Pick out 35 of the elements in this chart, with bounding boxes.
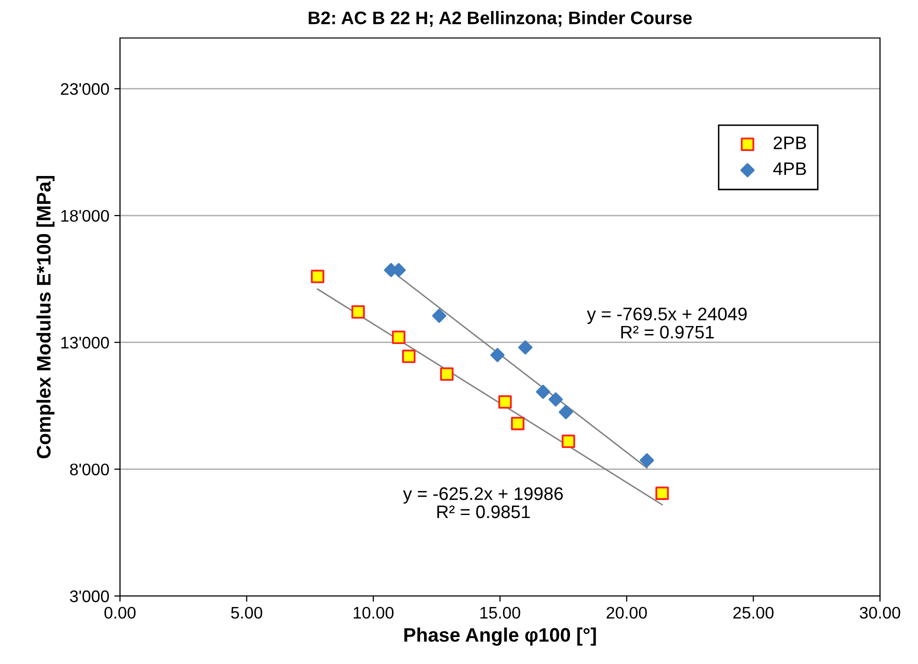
x-tick-label: 15.00 [480,606,520,619]
point [558,405,573,420]
x-axis-title: Phase Angle φ100 [°] [404,628,596,646]
point [392,330,406,344]
y-axis-title: Complex Modulus E*100 [MPa] [36,176,55,458]
annotation: y = -769.5x + 24049 R² = 0.9751 [586,308,747,339]
point [518,340,532,355]
point [536,384,550,399]
point [498,395,512,409]
x-tick-label: 20.00 [606,606,647,619]
x-tick-label: 30.00 [860,606,900,619]
y-tick-label: 13'000 [61,336,109,349]
y-tick-label: 23'000 [60,83,109,95]
point [351,305,365,319]
x-tick-label: 5.00 [231,606,262,619]
point [402,350,416,364]
point [562,434,576,448]
annotation: y = -625.2x + 19986 R² = 0.9851 [403,487,563,518]
y-tick-label: 8'000 [70,464,109,476]
x-tick-label: 25.00 [733,606,774,619]
x-tick-label: 0.00 [104,606,136,619]
legend-label: 2PB [774,136,806,150]
x-tick-label: 10.00 [354,606,394,619]
point [310,270,324,284]
point [511,416,524,430]
point [432,308,446,323]
point [640,453,654,468]
chart-title: B2: AC B 22 H; A2 Bellinzona; Binder Course [308,11,692,27]
legend-label: 4PB [773,162,806,175]
point [548,392,563,407]
point [655,486,669,500]
point [440,367,454,381]
y-tick-label: 3'000 [70,590,109,602]
y-tick-label: 18'000 [61,210,109,222]
point [490,348,505,362]
